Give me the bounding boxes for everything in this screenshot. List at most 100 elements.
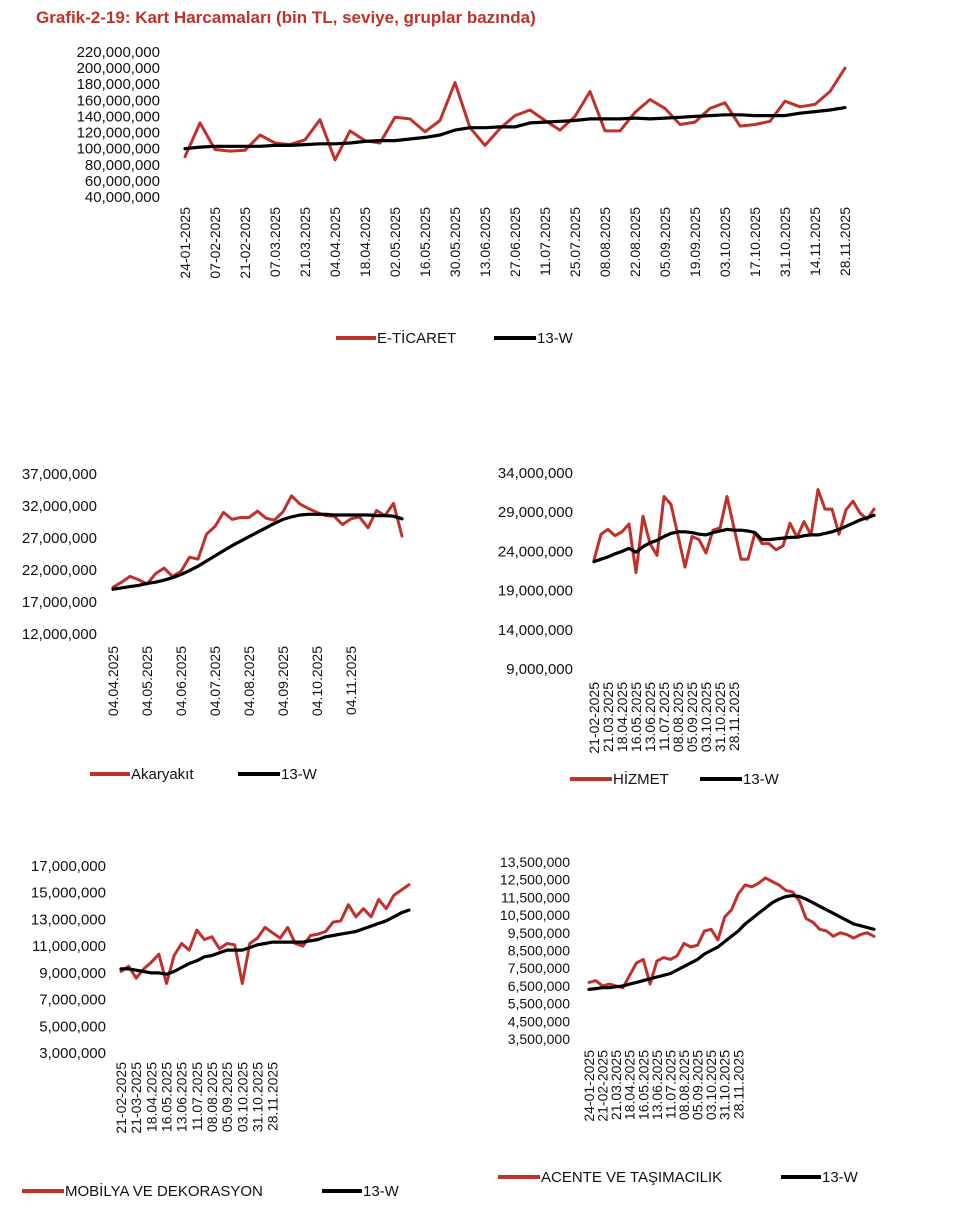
legend-label-13w: 13-W bbox=[537, 330, 574, 347]
x-tick-label: 11.07.2025 bbox=[662, 1050, 678, 1119]
y-tick-label: 180,000,000 bbox=[77, 76, 160, 93]
x-tick-label: 21-02-2025 bbox=[595, 1050, 611, 1122]
y-tick-label: 160,000,000 bbox=[77, 92, 160, 109]
series-line-13w bbox=[183, 105, 847, 151]
x-tick-label: 16.05.2025 bbox=[635, 1050, 651, 1120]
series-line-13w bbox=[592, 513, 876, 564]
x-tick-label: 05.09.2025 bbox=[690, 1050, 706, 1120]
y-tick-label: 140,000,000 bbox=[77, 108, 160, 125]
x-tick-label: 08.08.2025 bbox=[676, 1050, 692, 1120]
x-tick-label: 04.11.2025 bbox=[343, 646, 359, 715]
series-line-13w bbox=[587, 893, 876, 992]
y-tick-label: 100,000,000 bbox=[77, 141, 160, 158]
x-tick-label: 17.10.2025 bbox=[747, 207, 763, 277]
y-tick-label: 8,500,000 bbox=[508, 943, 570, 959]
y-tick-label: 12,000,000 bbox=[22, 626, 97, 643]
x-tick-label: 28.11.2025 bbox=[726, 682, 742, 751]
x-tick-label: 05.09.2025 bbox=[657, 207, 673, 277]
x-tick-label: 21.03.2025 bbox=[608, 1050, 624, 1120]
chart-e-ticaret: 220,000,000200,000,000180,000,000160,000… bbox=[77, 44, 853, 347]
y-tick-label: 34,000,000 bbox=[498, 465, 573, 482]
x-tick-label: 04.08.2025 bbox=[241, 646, 257, 716]
x-tick-label: 16.05.2025 bbox=[628, 682, 644, 752]
y-tick-label: 10,500,000 bbox=[500, 907, 570, 923]
x-tick-label: 04.05.2025 bbox=[139, 646, 155, 716]
x-tick-label: 11.07.2025 bbox=[656, 682, 672, 751]
y-tick-label: 14,000,000 bbox=[498, 622, 573, 639]
y-tick-label: 220,000,000 bbox=[77, 44, 160, 61]
x-tick-label: 03.10.2025 bbox=[703, 1050, 719, 1120]
x-tick-label: 11.07.2025 bbox=[189, 1062, 205, 1131]
legend-label-main: ACENTE VE TAŞIMACILIK bbox=[541, 1169, 722, 1186]
x-tick-label: 18.04.2025 bbox=[622, 1050, 638, 1120]
x-tick-label: 21-02-2025 bbox=[237, 207, 253, 279]
series-line-main bbox=[592, 488, 876, 575]
x-tick-label: 25.07.2025 bbox=[567, 207, 583, 277]
x-tick-label: 04.04.2025 bbox=[105, 646, 121, 716]
x-tick-label: 04.06.2025 bbox=[173, 646, 189, 716]
x-tick-label: 14.11.2025 bbox=[807, 207, 823, 276]
x-tick-label: 04.09.2025 bbox=[275, 646, 291, 716]
x-tick-label: 18.04.2025 bbox=[143, 1062, 159, 1132]
y-tick-label: 5,500,000 bbox=[508, 996, 570, 1012]
series-line-main bbox=[183, 66, 847, 162]
y-tick-label: 15,000,000 bbox=[31, 885, 106, 902]
y-tick-label: 7,000,000 bbox=[39, 992, 106, 1009]
y-tick-label: 40,000,000 bbox=[85, 189, 160, 206]
x-tick-label: 24-01-2025 bbox=[177, 207, 193, 279]
x-tick-label: 11.07.2025 bbox=[537, 207, 553, 276]
page-title: Grafik-2-19: Kart Harcamaları (bin TL, s… bbox=[36, 8, 536, 27]
y-tick-label: 7,500,000 bbox=[508, 960, 570, 976]
x-tick-label: 31.10.2025 bbox=[717, 1050, 733, 1120]
x-tick-label: 27.06.2025 bbox=[507, 207, 523, 277]
x-tick-label: 18.04.2025 bbox=[357, 207, 373, 277]
x-tick-label: 07.03.2025 bbox=[267, 207, 283, 277]
y-tick-label: 29,000,000 bbox=[498, 504, 573, 521]
legend-label-13w: 13-W bbox=[281, 766, 318, 783]
y-tick-label: 9,000,000 bbox=[506, 661, 573, 678]
y-tick-label: 12,500,000 bbox=[500, 872, 570, 888]
x-tick-label: 21-02-2025 bbox=[586, 682, 602, 754]
y-tick-label: 22,000,000 bbox=[22, 562, 97, 579]
x-tick-label: 21.03.2025 bbox=[297, 207, 313, 277]
x-tick-label: 21-02-2025 bbox=[113, 1062, 129, 1134]
chart-akaryakit: 37,000,000 32,000,000 27,000,000 22,000,000… bbox=[22, 466, 404, 783]
x-tick-label: 18.04.2025 bbox=[614, 682, 630, 752]
x-tick-label: 21-03-2025 bbox=[128, 1062, 144, 1134]
x-tick-label: 30.05.2025 bbox=[447, 207, 463, 277]
legend-label-main: Akaryakıt bbox=[131, 766, 194, 783]
x-tick-label: 05.09.2025 bbox=[684, 682, 700, 752]
y-tick-label: 24,000,000 bbox=[498, 543, 573, 560]
y-tick-label: 13,500,000 bbox=[500, 854, 570, 870]
x-tick-label: 28.11.2025 bbox=[730, 1050, 746, 1119]
y-tick-label: 3,000,000 bbox=[39, 1045, 106, 1062]
x-tick-label: 07-02-2025 bbox=[207, 207, 223, 279]
series-line-13w bbox=[119, 908, 411, 976]
y-tick-label: 80,000,000 bbox=[85, 157, 160, 174]
y-tick-label: 9,500,000 bbox=[508, 925, 570, 941]
chart-hizmet: 34,000,000 29,000,000 24,000,000 19,000,000… bbox=[498, 465, 876, 788]
y-tick-label: 60,000,000 bbox=[85, 173, 160, 190]
legend-label-13w: 13-W bbox=[822, 1169, 859, 1186]
y-tick-label: 5,000,000 bbox=[39, 1018, 106, 1035]
x-tick-label: 13.06.2025 bbox=[174, 1062, 190, 1132]
x-tick-label: 08.08.2025 bbox=[670, 682, 686, 752]
y-tick-label: 32,000,000 bbox=[22, 498, 97, 515]
x-tick-label: 08.08.2025 bbox=[204, 1062, 220, 1132]
x-tick-label: 31.10.2025 bbox=[712, 682, 728, 752]
x-tick-label: 04.07.2025 bbox=[207, 646, 223, 716]
x-tick-label: 22.08.2025 bbox=[627, 207, 643, 277]
y-tick-label: 120,000,000 bbox=[77, 125, 160, 142]
y-tick-label: 9,000,000 bbox=[39, 965, 106, 982]
y-tick-label: 6,500,000 bbox=[508, 978, 570, 994]
chart-mobilya: 17,000,000 15,000,000 13,000,000 11,000,000… bbox=[22, 858, 411, 1200]
y-tick-label: 11,000,000 bbox=[32, 938, 106, 955]
x-tick-label: 13.06.2025 bbox=[477, 207, 493, 277]
x-tick-label: 05.09.2025 bbox=[219, 1062, 235, 1132]
x-tick-label: 16.05.2025 bbox=[417, 207, 433, 277]
x-tick-label: 31.10.2025 bbox=[249, 1062, 265, 1132]
x-tick-label: 13.06.2025 bbox=[642, 682, 658, 752]
y-tick-label: 3,500,000 bbox=[508, 1031, 570, 1047]
x-tick-label: 24-01-2025 bbox=[581, 1050, 597, 1122]
